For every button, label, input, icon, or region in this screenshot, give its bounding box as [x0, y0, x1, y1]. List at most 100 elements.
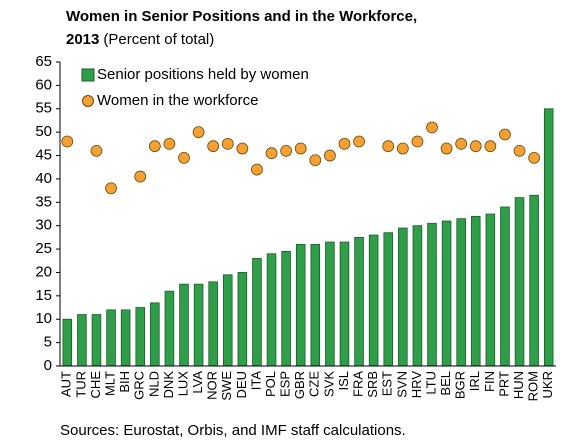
legend-label: Women in the workforce	[97, 92, 258, 109]
dot	[61, 135, 74, 148]
dot	[469, 140, 482, 153]
bar	[164, 290, 175, 367]
dot	[207, 140, 220, 153]
dot	[353, 135, 365, 148]
bar	[222, 274, 233, 367]
x-tick-label: FRA	[350, 371, 365, 397]
bar	[383, 232, 394, 367]
x-tick-label: EST	[380, 371, 395, 396]
dot	[192, 126, 205, 139]
bar	[368, 234, 379, 367]
x-tick-label: SVN	[394, 371, 409, 398]
x-tick-label: HUN	[511, 371, 526, 399]
x-tick-label: SRB	[365, 371, 380, 398]
bar	[470, 215, 481, 367]
dot	[90, 144, 103, 157]
bar	[77, 314, 87, 367]
x-tick-label: ITA	[248, 371, 263, 391]
y-tick-label: 35	[35, 193, 52, 210]
legend-label: Senior positions held by women	[97, 66, 309, 83]
x-tick-label: CZE	[307, 371, 322, 397]
bar	[208, 281, 218, 367]
bar	[295, 243, 306, 367]
dot	[178, 151, 190, 164]
bar	[485, 213, 496, 367]
bar	[193, 283, 204, 367]
x-tick-label: GRC	[132, 371, 147, 400]
dot	[499, 128, 511, 141]
x-tick-label: TUR	[73, 371, 88, 398]
x-tick-label: LTU	[423, 371, 438, 395]
y-tick-label: 5	[44, 334, 52, 351]
bar	[266, 253, 277, 367]
x-tick-label: AUT	[59, 371, 74, 397]
x-tick-label: ROM	[526, 371, 541, 401]
bar	[441, 220, 452, 367]
x-tick-label: HRV	[409, 371, 424, 399]
x-tick-label: POL	[263, 371, 278, 397]
dot	[484, 140, 497, 153]
bar	[500, 206, 510, 367]
dot	[221, 137, 234, 150]
dot	[411, 135, 424, 148]
dot	[163, 137, 176, 150]
chart-title: Women in Senior Positions and in the Wor…	[66, 8, 417, 25]
x-tick-label: MLT	[102, 371, 117, 396]
y-tick-label: 65	[35, 53, 52, 70]
x-tick-label: SVK	[321, 371, 336, 397]
bar	[252, 258, 262, 367]
x-tick-label: LUX	[175, 371, 190, 397]
x-tick-label: IRL	[467, 371, 482, 391]
legend-swatch	[81, 68, 95, 82]
bar	[179, 283, 189, 367]
bar	[412, 225, 423, 367]
y-tick-label: 30	[35, 217, 52, 234]
dot	[105, 182, 117, 195]
y-tick-label: 50	[35, 123, 52, 140]
x-tick-label: BEL	[438, 371, 453, 396]
x-tick-label: UKR	[540, 371, 555, 398]
x-tick-label: DNK	[161, 371, 176, 399]
bar	[325, 241, 335, 367]
dot	[323, 149, 336, 162]
bar	[310, 243, 321, 367]
dot	[528, 151, 541, 164]
source-note: Sources: Eurostat, Orbis, and IMF staff …	[60, 422, 406, 439]
bar	[398, 227, 408, 367]
x-tick-label: NOR	[205, 371, 220, 400]
bar	[529, 194, 539, 367]
bar	[456, 218, 466, 367]
bar	[281, 251, 291, 367]
x-tick-label: ISL	[336, 371, 351, 391]
x-tick-label: BIH	[117, 371, 132, 393]
y-tick-label: 25	[35, 240, 52, 257]
dot	[338, 137, 351, 150]
x-tick-label: ESP	[278, 371, 293, 397]
legend-swatch	[82, 95, 94, 107]
y-tick-label: 40	[35, 170, 52, 187]
x-tick-label: PRT	[496, 371, 511, 397]
bar	[120, 309, 131, 367]
x-tick-label: BGR	[453, 371, 468, 399]
x-tick-label: SWE	[219, 371, 234, 401]
bar	[543, 108, 554, 367]
dot	[265, 147, 278, 160]
x-tick-label: DEU	[234, 371, 249, 398]
bar	[91, 314, 102, 367]
y-tick-label: 10	[35, 310, 52, 327]
y-tick-label: 55	[35, 100, 52, 117]
y-tick-label: 0	[44, 357, 52, 374]
bar	[514, 197, 525, 367]
bar	[354, 236, 364, 367]
x-tick-label: LVA	[190, 371, 205, 394]
dot	[134, 170, 147, 183]
chart-title: 2013	[66, 31, 99, 48]
chart-subtitle: (Percent of total)	[103, 31, 214, 48]
dot	[440, 142, 453, 155]
y-tick-label: 15	[35, 287, 52, 304]
x-tick-label: NLD	[146, 371, 161, 397]
bar	[135, 307, 146, 367]
x-tick-label: GBR	[292, 371, 307, 399]
dot	[396, 142, 409, 155]
